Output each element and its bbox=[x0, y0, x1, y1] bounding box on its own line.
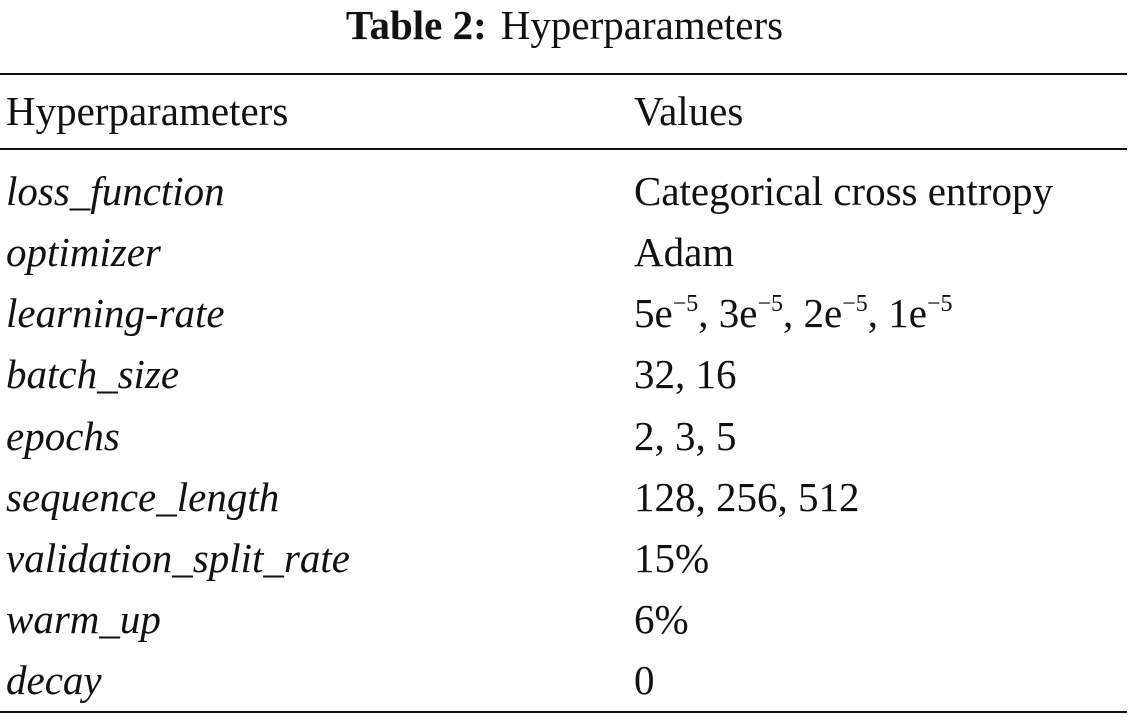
param-value-learning-rate: 5e−5, 3e−5, 2e−5, 1e−5 bbox=[634, 290, 953, 336]
param-name: epochs bbox=[6, 413, 120, 459]
table-row: validation_split_rate 15% bbox=[0, 527, 1129, 589]
param-name: warm_up bbox=[6, 596, 161, 642]
param-name: validation_split_rate bbox=[6, 535, 350, 581]
exponent: −5 bbox=[926, 291, 953, 317]
exponent: −5 bbox=[842, 291, 868, 317]
exponent: −5 bbox=[757, 291, 783, 317]
table-row: optimizer Adam bbox=[0, 221, 1129, 283]
header-rule bbox=[0, 148, 1127, 150]
param-name: optimizer bbox=[6, 229, 161, 275]
param-value: 0 bbox=[634, 657, 655, 703]
table-row: epochs 2, 3, 5 bbox=[0, 405, 1129, 467]
exponent: −5 bbox=[672, 291, 699, 317]
param-value: Adam bbox=[634, 229, 735, 275]
param-name: sequence_length bbox=[6, 474, 280, 520]
param-value: 2, 3, 5 bbox=[634, 413, 737, 459]
header-hyperparameters: Hyperparameters bbox=[6, 88, 289, 134]
table-row: batch_size 32, 16 bbox=[0, 343, 1129, 405]
table-caption: Table 2: Hyperparameters bbox=[0, 0, 1129, 60]
header-values: Values bbox=[634, 88, 744, 134]
param-name: loss_function bbox=[6, 168, 225, 214]
table-caption-label: Table 2: bbox=[345, 2, 487, 48]
table-caption-title: Hyperparameters bbox=[500, 2, 784, 48]
param-value: Categorical cross entropy bbox=[634, 168, 1053, 214]
param-value: 32, 16 bbox=[634, 351, 737, 397]
table-row: learning-rate 5e−5, 3e−5, 2e−5, 1e−5 bbox=[0, 282, 1129, 344]
table-header-row: Hyperparameters Values bbox=[0, 80, 1129, 142]
param-value: 128, 256, 512 bbox=[634, 474, 860, 520]
table-row: loss_function Categorical cross entropy bbox=[0, 160, 1129, 222]
table-row: sequence_length 128, 256, 512 bbox=[0, 466, 1129, 528]
param-name: learning-rate bbox=[6, 290, 225, 336]
bottom-rule bbox=[0, 711, 1127, 713]
param-name: decay bbox=[6, 657, 102, 703]
table-row: warm_up 6% bbox=[0, 588, 1129, 650]
top-rule bbox=[0, 73, 1127, 75]
table-row: decay 0 bbox=[0, 649, 1129, 711]
param-value: 6% bbox=[634, 596, 689, 642]
param-value: 15% bbox=[634, 535, 710, 581]
param-name: batch_size bbox=[6, 351, 180, 397]
